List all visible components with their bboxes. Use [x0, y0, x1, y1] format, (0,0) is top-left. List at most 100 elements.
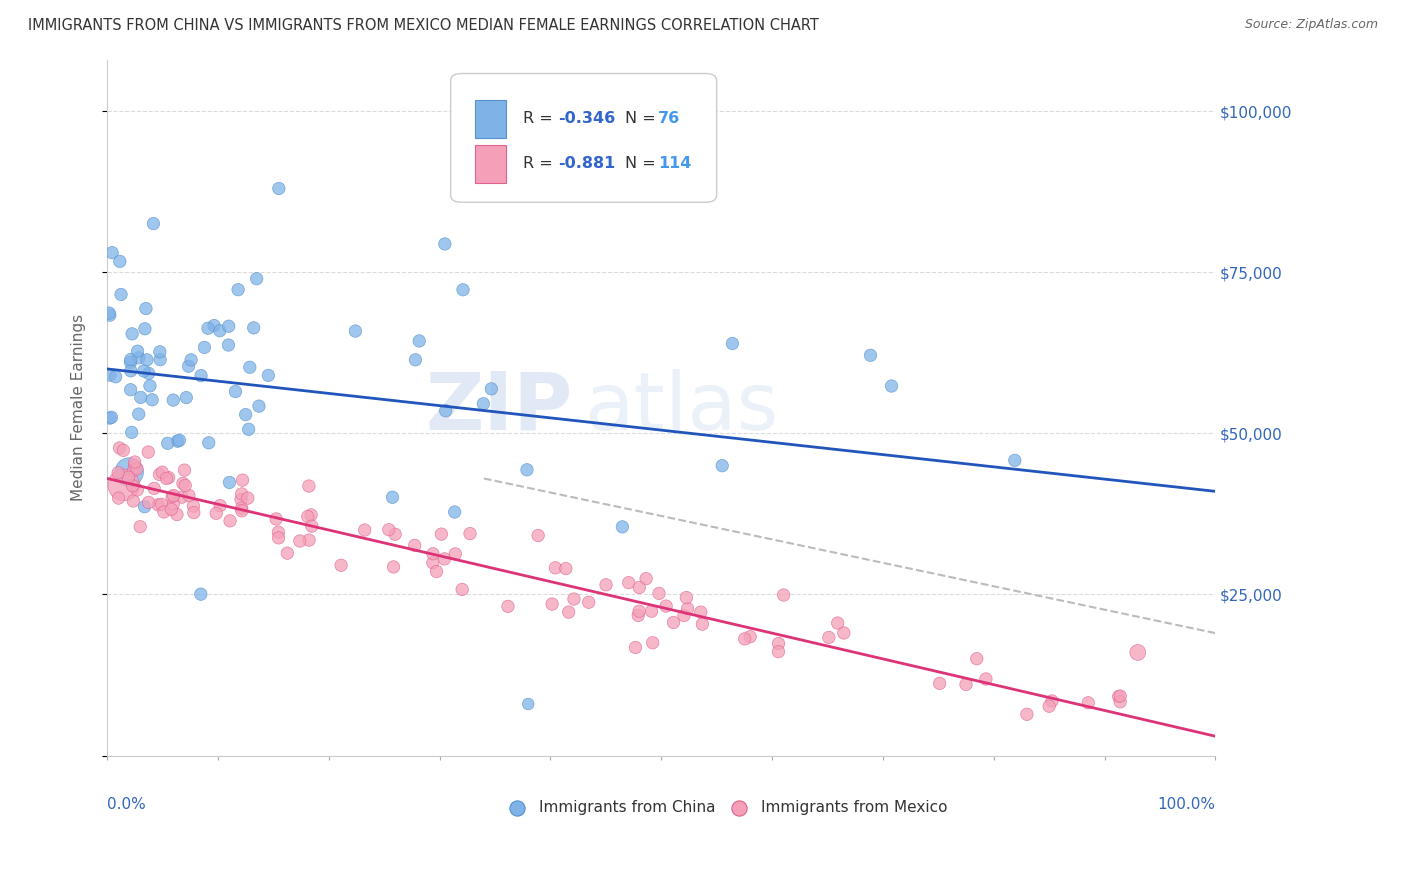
Point — [636, 572, 658, 586]
Point — [174, 478, 197, 492]
Point — [378, 523, 401, 537]
Point — [146, 498, 169, 512]
Point — [859, 348, 882, 362]
Point — [231, 473, 253, 487]
Point — [107, 466, 129, 480]
Point — [125, 462, 148, 476]
Point — [1038, 699, 1060, 714]
Point — [138, 367, 160, 381]
Point — [141, 392, 163, 407]
Point — [190, 587, 212, 601]
Point — [129, 391, 152, 405]
FancyBboxPatch shape — [475, 100, 506, 138]
FancyBboxPatch shape — [451, 73, 717, 202]
Point — [827, 615, 849, 630]
Point — [641, 636, 664, 650]
Text: atlas: atlas — [583, 368, 778, 447]
Point — [404, 352, 426, 367]
Point — [127, 344, 149, 359]
Point — [247, 399, 270, 413]
Point — [768, 636, 790, 650]
Point — [156, 436, 179, 450]
Point — [160, 490, 183, 504]
Point — [121, 326, 143, 341]
Text: 114: 114 — [658, 156, 692, 171]
Point — [242, 321, 264, 335]
Point — [472, 397, 495, 411]
Point — [172, 476, 194, 491]
Point — [98, 308, 121, 322]
Point — [734, 632, 756, 646]
Point — [120, 355, 142, 369]
Point — [224, 384, 246, 399]
Point — [231, 501, 253, 516]
Point — [149, 344, 172, 359]
Point — [149, 352, 172, 367]
Point — [169, 434, 191, 448]
Point — [422, 547, 444, 561]
Point — [612, 520, 634, 534]
Point — [1126, 645, 1149, 659]
Point — [110, 287, 132, 301]
Point — [160, 502, 183, 516]
Point — [218, 475, 240, 490]
Point — [727, 748, 749, 763]
Point — [134, 322, 156, 336]
Text: 0.0%: 0.0% — [107, 797, 146, 813]
Point — [711, 458, 734, 473]
Point — [231, 504, 253, 518]
Point — [153, 505, 176, 519]
Point — [506, 748, 529, 763]
Point — [209, 499, 232, 513]
Point — [617, 575, 640, 590]
Point — [628, 581, 651, 595]
Point — [297, 509, 319, 524]
Point — [264, 512, 287, 526]
Text: -0.346: -0.346 — [558, 112, 616, 127]
Point — [205, 506, 228, 520]
Point — [197, 321, 219, 335]
Point — [966, 651, 988, 665]
Point — [517, 697, 540, 711]
Point — [135, 301, 157, 316]
Point — [193, 340, 215, 354]
Point — [1004, 453, 1026, 467]
Point — [155, 471, 177, 485]
Point — [101, 245, 124, 260]
Point — [118, 465, 141, 479]
Point — [122, 494, 145, 508]
Point — [217, 338, 239, 352]
Point — [128, 351, 150, 365]
Point — [183, 506, 205, 520]
Point — [381, 490, 404, 504]
Point — [628, 604, 651, 618]
Point — [772, 588, 794, 602]
Point — [98, 368, 121, 383]
Point — [236, 491, 259, 505]
Point — [218, 319, 240, 334]
Point — [98, 306, 121, 320]
Point — [655, 599, 678, 613]
Point — [422, 556, 444, 570]
Point — [425, 565, 447, 579]
Point — [818, 631, 841, 645]
Point — [98, 411, 121, 425]
Point — [121, 425, 143, 440]
Text: -0.881: -0.881 — [558, 156, 616, 171]
Point — [231, 487, 253, 501]
Point — [408, 334, 430, 348]
Point — [180, 352, 202, 367]
Point — [624, 640, 647, 655]
Point — [298, 533, 321, 547]
Point — [208, 324, 231, 338]
Point — [120, 352, 142, 367]
Text: Immigrants from China: Immigrants from China — [540, 800, 716, 815]
Point — [235, 408, 257, 422]
Point — [299, 508, 322, 522]
Point — [443, 505, 465, 519]
Point — [382, 560, 405, 574]
Point — [104, 369, 127, 384]
Point — [544, 561, 567, 575]
Point — [479, 382, 502, 396]
Point — [177, 359, 200, 374]
